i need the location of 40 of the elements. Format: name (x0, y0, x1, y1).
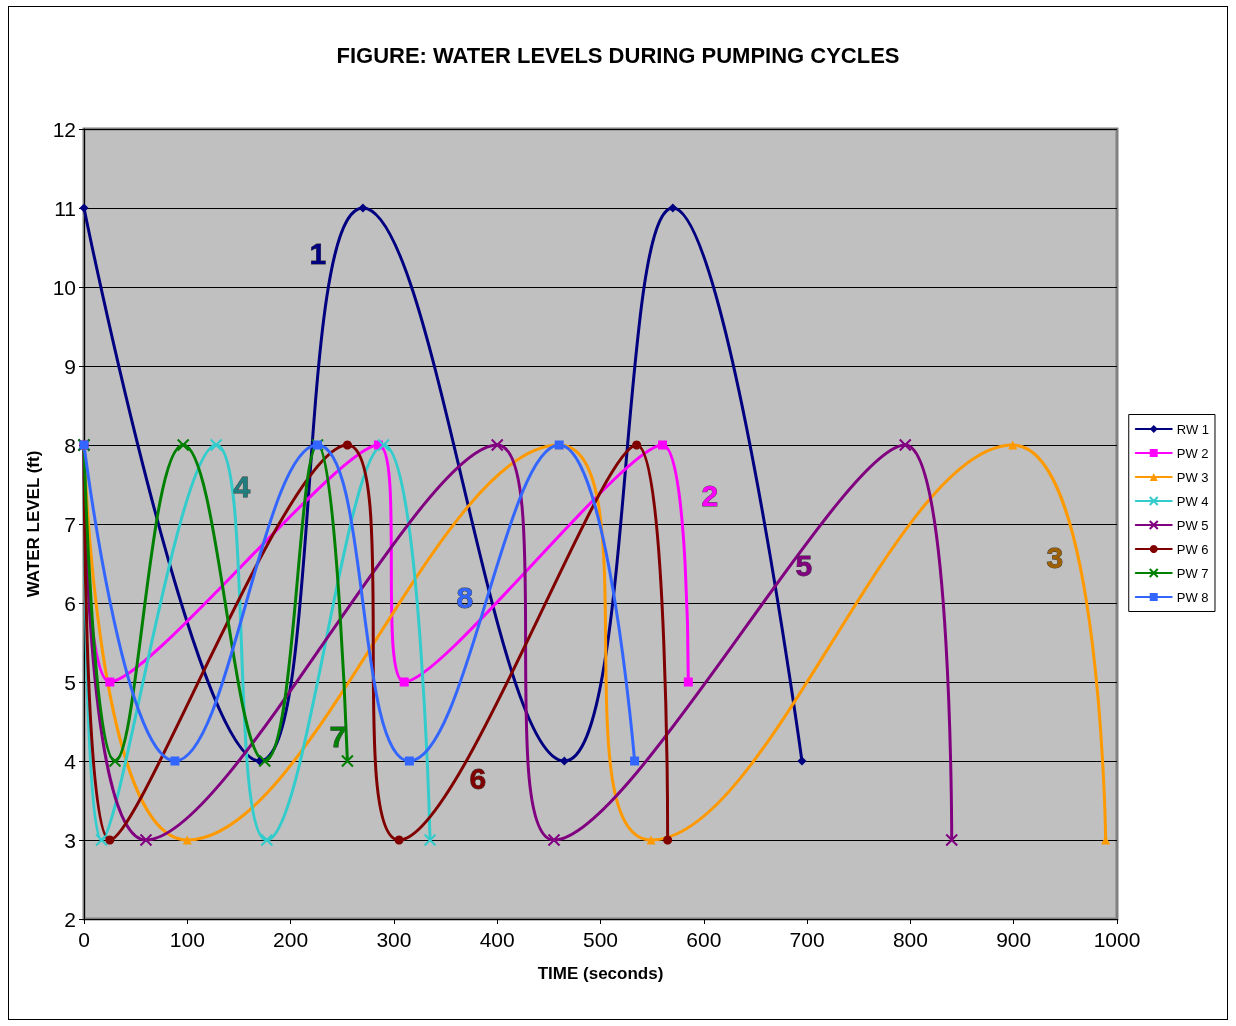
x-tick-label: 900 (996, 928, 1032, 951)
x-tick-label: 200 (273, 928, 309, 951)
legend-label: RW 1 (1176, 421, 1209, 437)
y-tick-label: 3 (64, 828, 76, 852)
annotation: 5 (795, 548, 813, 582)
legend-label: PW 4 (1176, 493, 1209, 509)
annotation: 4 (233, 469, 251, 503)
x-axis-title: TIME (seconds) (537, 964, 664, 983)
x-tick-label: 800 (892, 928, 928, 951)
y-tick-label: 6 (64, 591, 76, 615)
y-tick-label: 5 (64, 670, 76, 694)
legend-label: PW 5 (1176, 517, 1209, 533)
x-tick-label: 600 (686, 928, 722, 951)
x-tick-label: 100 (169, 928, 205, 951)
y-tick-label: 4 (64, 749, 77, 773)
y-tick-label: 10 (52, 275, 76, 299)
x-tick-label: 700 (789, 928, 825, 951)
legend-label: PW 6 (1176, 541, 1209, 557)
y-tick-label: 12 (52, 117, 76, 141)
annotation: 1 (309, 236, 327, 270)
y-tick-label: 2 (64, 907, 76, 931)
y-tick-label: 11 (54, 196, 76, 220)
annotation: 3 (1046, 540, 1064, 574)
x-tick-label: 0 (78, 928, 90, 951)
legend-label: PW 7 (1176, 565, 1209, 581)
legend-label: PW 8 (1176, 589, 1209, 605)
x-tick-label: 300 (376, 928, 412, 951)
legend-label: PW 2 (1176, 445, 1209, 461)
legend-label: PW 3 (1176, 469, 1209, 485)
annotation: 6 (469, 761, 487, 795)
annotation: 7 (329, 719, 347, 753)
y-axis-title: WATER LEVEL (ft) (23, 450, 43, 598)
y-tick-label: 8 (64, 433, 76, 457)
y-tick-label: 9 (64, 354, 76, 378)
x-tick-label: 400 (479, 928, 515, 951)
annotation: 2 (701, 478, 719, 512)
x-tick-label: 1000 (1093, 928, 1141, 951)
chart-title: FIGURE: WATER LEVELS DURING PUMPING CYCLES (336, 42, 900, 68)
x-tick-label: 500 (582, 928, 619, 951)
y-tick-label: 7 (64, 512, 76, 536)
